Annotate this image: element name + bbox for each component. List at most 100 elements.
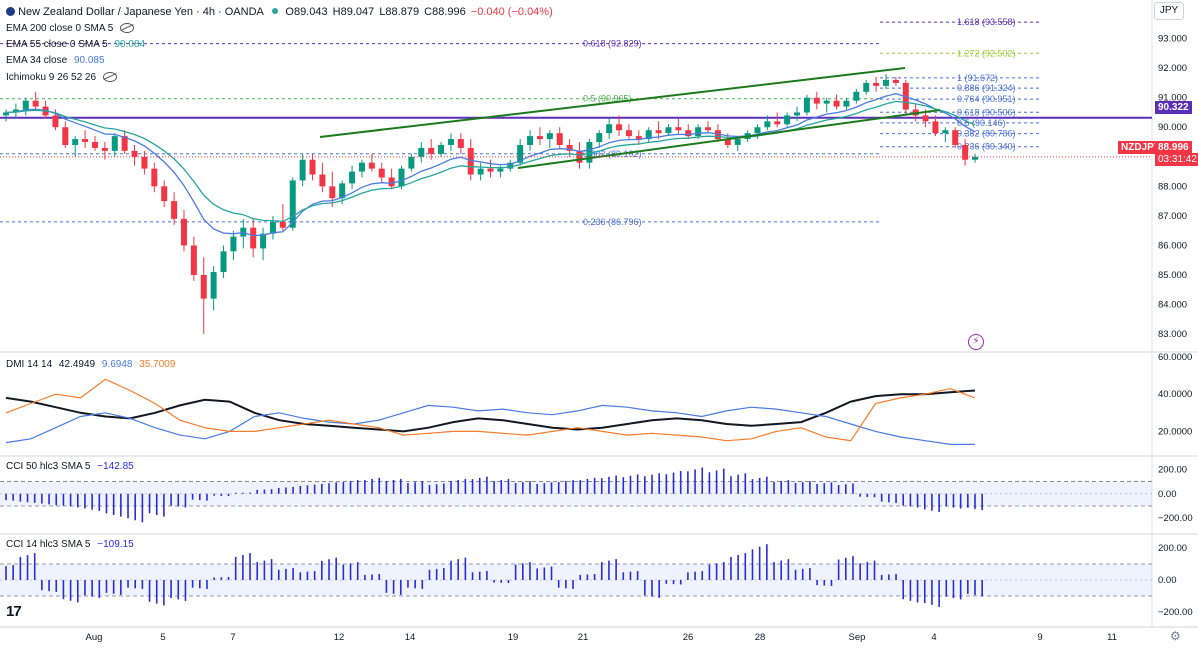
candle-body: [655, 130, 662, 134]
candle-body: [497, 168, 504, 172]
countdown-badge: 03:31:42: [1155, 153, 1198, 166]
time-axis-tick: 28: [755, 632, 766, 643]
candle-body: [319, 174, 326, 187]
dmi-adx-value: 42.4949: [58, 359, 96, 370]
candle-body: [586, 142, 593, 163]
candle-body: [260, 233, 267, 249]
candle-body: [606, 124, 613, 134]
candle-body: [556, 133, 563, 145]
candle-body: [942, 130, 949, 134]
candle-body: [32, 100, 39, 107]
symbol-legend: New Zealand Dollar / Japanese Yen · 4h ·…: [6, 5, 555, 19]
tradingview-logo[interactable]: 17: [6, 603, 22, 620]
cci50-label: CCI 50 hlc3 SMA 5: [6, 461, 91, 472]
candle-body: [111, 136, 118, 151]
last-price-badge: 88.996: [1155, 141, 1192, 154]
candle-body: [616, 124, 623, 131]
candle-body: [754, 127, 761, 134]
cci14-label: CCI 14 hlc3 SMA 5: [6, 539, 91, 550]
cci50-axis-tick: 200.00: [1158, 464, 1187, 475]
dmi-axis-tick: 20.0000: [1158, 426, 1192, 437]
symbol-title[interactable]: New Zealand Dollar / Japanese Yen · 4h ·…: [18, 6, 264, 18]
candle-body: [487, 168, 494, 172]
candle-body: [724, 139, 731, 145]
price-axis-tick: 86.000: [1158, 240, 1187, 251]
candle-body: [823, 100, 830, 104]
price-axis-tick: 90.000: [1158, 122, 1187, 133]
price-axis-tick: 92.000: [1158, 63, 1187, 74]
price-axis-tick: 87.000: [1158, 211, 1187, 222]
ohlc-values: O89.043 H89.047 L88.879 C88.996 −0.040 (…: [285, 6, 554, 18]
time-axis-tick: 11: [1107, 632, 1117, 643]
candle-body: [774, 121, 781, 125]
candle-body: [309, 159, 316, 175]
candle-body: [833, 100, 840, 107]
candle-body: [635, 136, 642, 140]
fib-level-label: 1 (91.672): [957, 73, 998, 83]
time-axis-tick: 26: [683, 632, 694, 643]
ema34-label: EMA 34 close: [6, 55, 68, 66]
candle-body: [645, 130, 652, 140]
candle-body: [418, 147, 425, 157]
candle-body: [269, 221, 276, 234]
candle-body: [625, 130, 632, 137]
time-axis-tick: 4: [931, 632, 936, 643]
dmi-series-line: [5, 389, 976, 433]
candle-body: [952, 130, 959, 145]
candle-body: [171, 201, 178, 219]
fib-level-label: 0.618 (92.829): [583, 39, 642, 49]
candle-body: [52, 115, 59, 128]
eye-hidden-icon[interactable]: [102, 72, 117, 83]
fib-level-label: 0.382 (89.786): [957, 129, 1016, 139]
cci14-axis-tick: 200.00: [1158, 543, 1187, 554]
cci14-legend[interactable]: CCI 14 hlc3 SMA 5 −109.15: [6, 538, 134, 552]
gear-icon[interactable]: ⚙: [1170, 629, 1181, 643]
currency-button[interactable]: JPY: [1154, 2, 1184, 20]
ema55-legend[interactable]: EMA 55 close 0 SMA 5 90.084: [6, 38, 145, 52]
price-axis-tick: 91.000: [1158, 93, 1187, 104]
market-status-dot-icon: [272, 8, 279, 14]
ichimoku-legend[interactable]: Ichimoku 9 26 52 26: [6, 71, 117, 85]
level-price-badge: 90.322: [1155, 101, 1192, 114]
candle-body: [447, 139, 454, 145]
candle-body: [863, 82, 870, 92]
candle-body: [813, 97, 820, 104]
candle-body: [675, 127, 682, 131]
price-axis-tick: 83.000: [1158, 329, 1187, 340]
candle-body: [72, 139, 79, 145]
price-axis-tick: 88.000: [1158, 181, 1187, 192]
candle-body: [408, 156, 415, 169]
ema34-legend[interactable]: EMA 34 close 90.085: [6, 54, 105, 68]
candle-body: [62, 127, 69, 145]
candle-body: [457, 139, 464, 148]
fib-level-label: 0.764 (90.951): [957, 94, 1016, 104]
candle-body: [190, 245, 197, 275]
cci14-axis-tick: −200.00: [1158, 607, 1193, 618]
cci50-legend[interactable]: CCI 50 hlc3 SMA 5 −142.85: [6, 460, 134, 474]
ema200-legend[interactable]: EMA 200 close 0 SMA 5: [6, 22, 135, 36]
candle-body: [279, 221, 286, 228]
candle-body: [546, 133, 553, 140]
candle-body: [250, 227, 257, 249]
lightning-icon[interactable]: ⚡: [968, 334, 984, 350]
candle-body: [685, 130, 692, 137]
candle-body: [873, 82, 880, 86]
candle-body: [853, 91, 860, 101]
candle-body: [230, 236, 237, 252]
dmi-legend[interactable]: DMI 14 14 42.4949 9.6948 35.7009: [6, 358, 175, 372]
candle-body: [141, 156, 148, 169]
channel-lower-line: [517, 109, 941, 169]
fib-level-label: 1.272 (92.502): [957, 48, 1016, 58]
candle-body: [596, 133, 603, 143]
ema34-line: [5, 93, 976, 237]
candle-body: [566, 144, 573, 151]
ema55-line: [5, 100, 976, 223]
time-axis-tick: 7: [230, 632, 235, 643]
eye-hidden-icon[interactable]: [120, 23, 135, 34]
price-axis-tick: 84.000: [1158, 300, 1187, 311]
ema200-label: EMA 200 close 0 SMA 5: [6, 23, 114, 34]
channel-upper-line: [319, 67, 906, 138]
candle-body: [299, 159, 306, 181]
candle-body: [764, 121, 771, 128]
